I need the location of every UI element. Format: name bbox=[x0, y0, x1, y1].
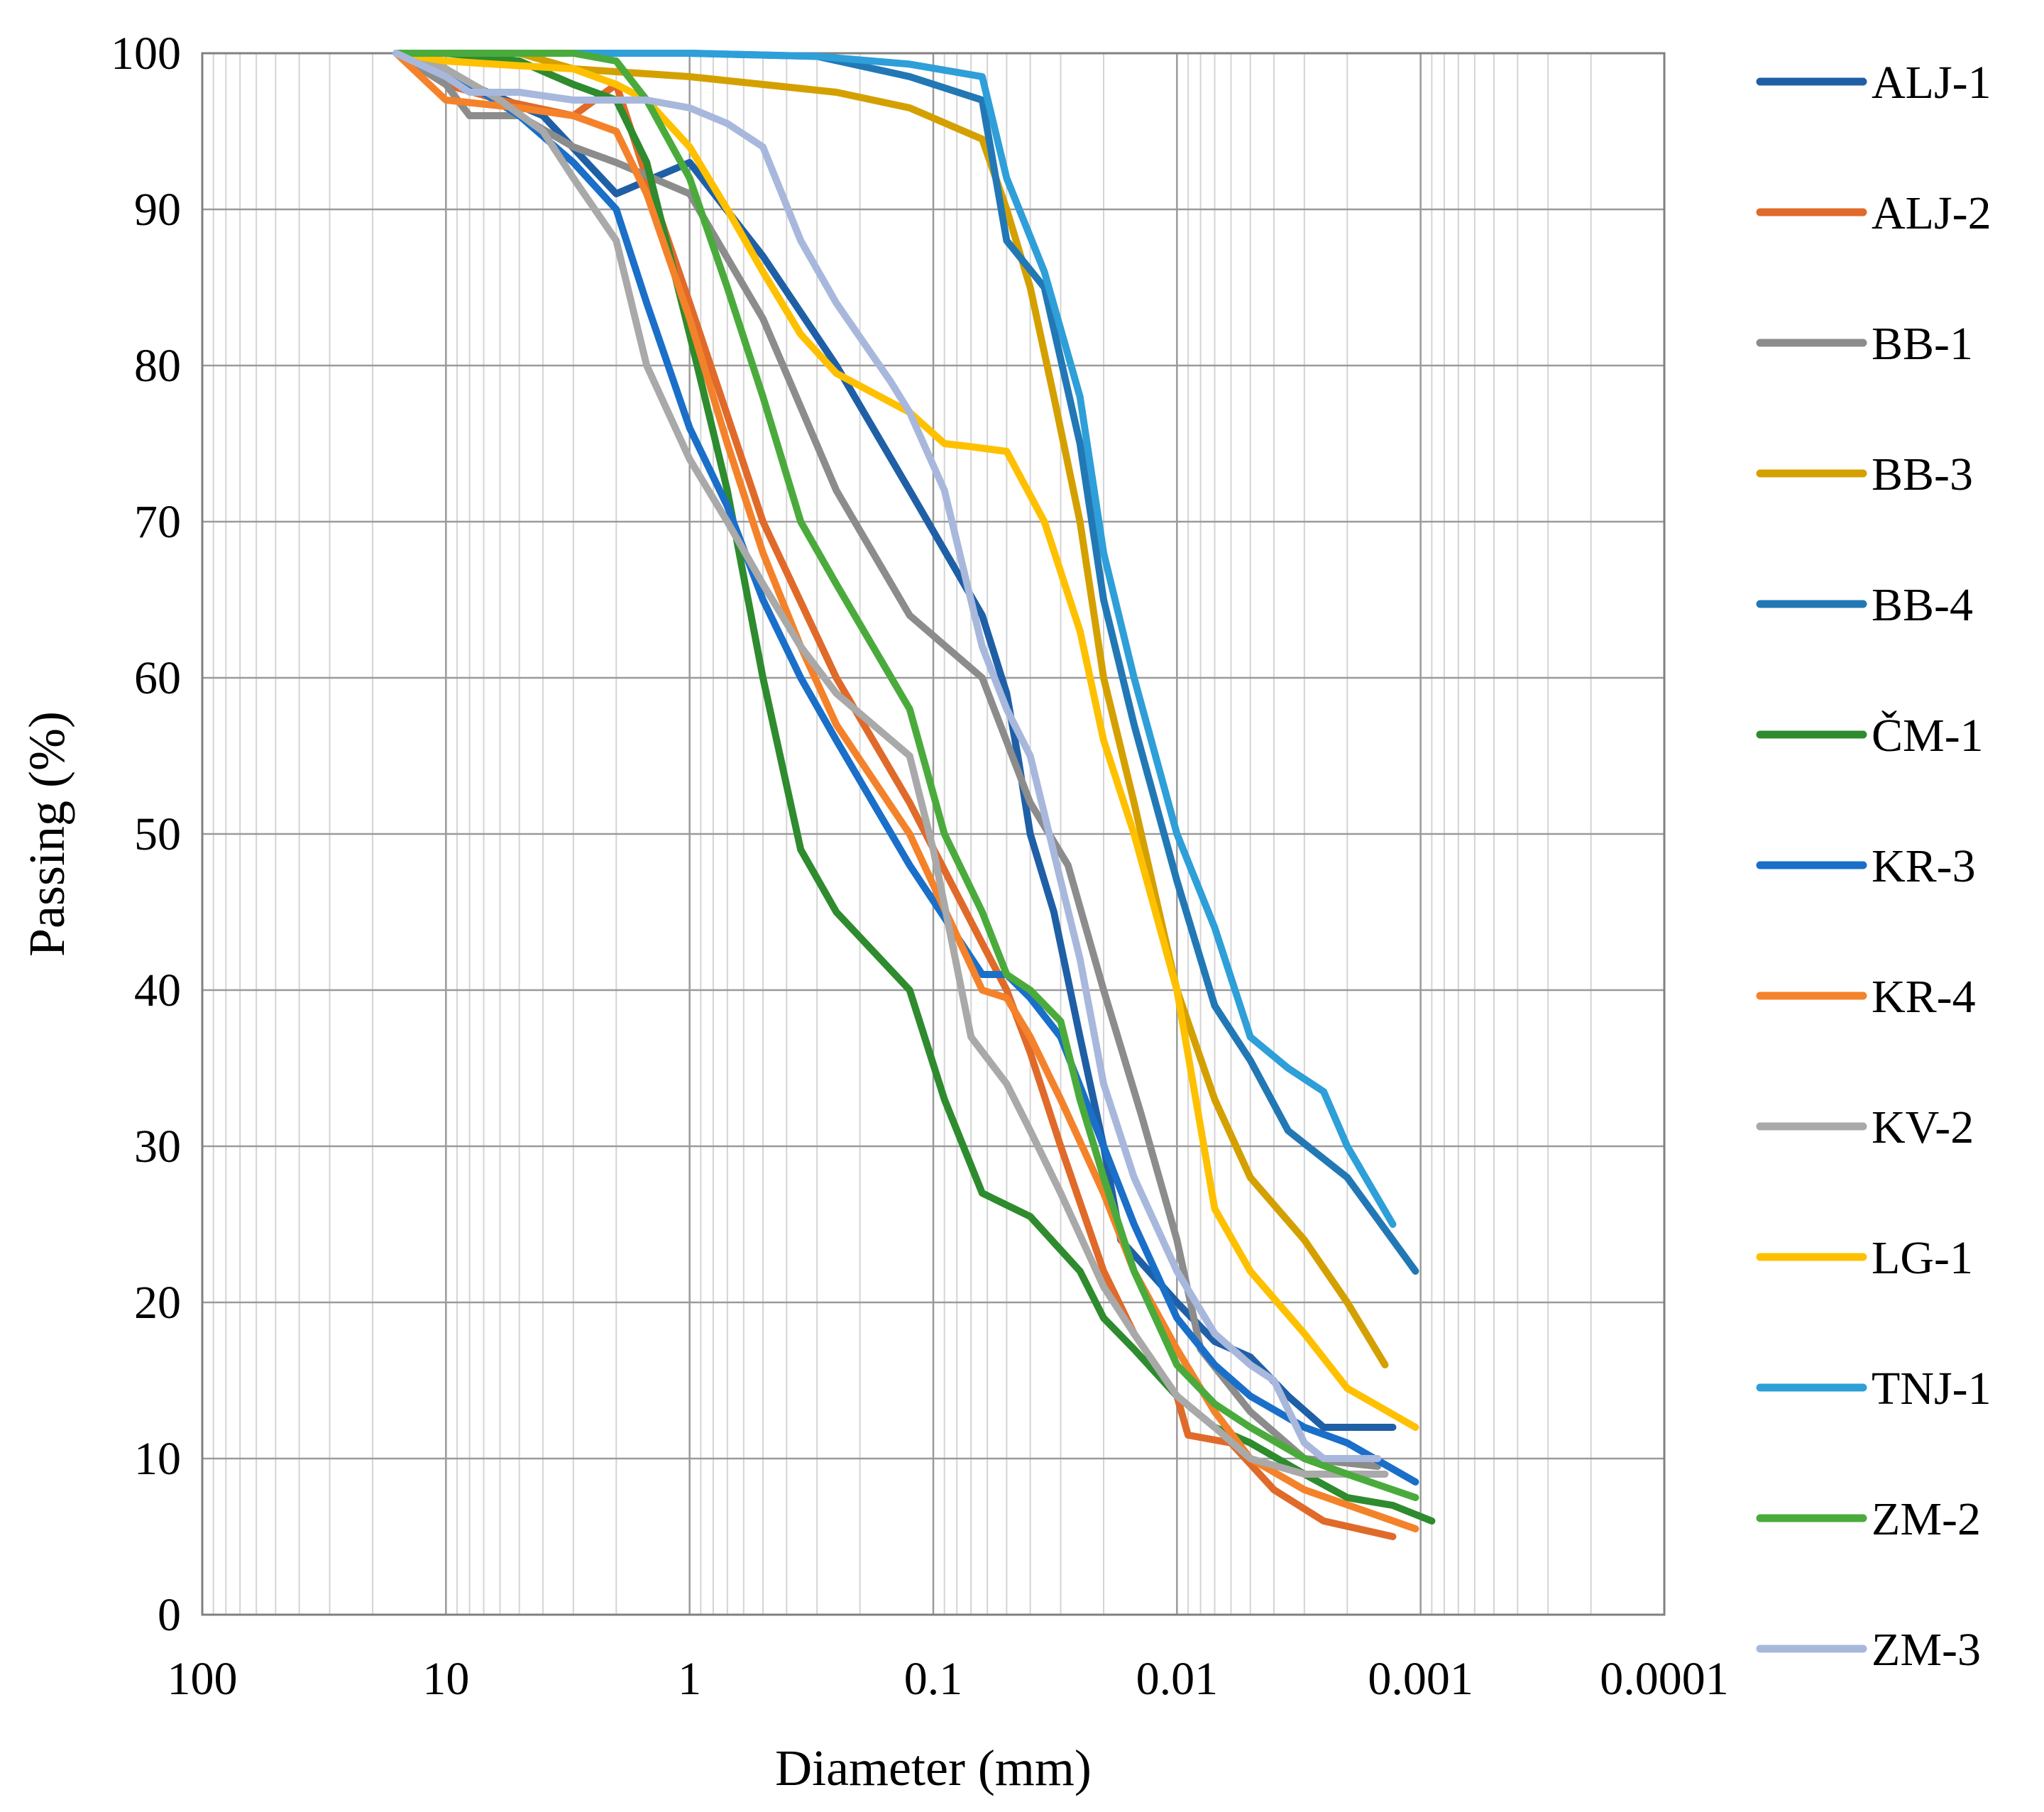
series-line-tnj-1 bbox=[392, 50, 1397, 1228]
y-axis-title: Passing (%) bbox=[18, 711, 75, 957]
legend-item-bb-4: BB-4 bbox=[1756, 579, 1973, 631]
legend-label: ALJ-2 bbox=[1872, 187, 1991, 239]
legend-label: LG-1 bbox=[1872, 1232, 1973, 1284]
series-line-kr-4 bbox=[392, 50, 1419, 1532]
y-tick-label: 60 bbox=[134, 652, 181, 704]
x-tick-label: 0.001 bbox=[1368, 1653, 1473, 1705]
legend-label: ZM-3 bbox=[1872, 1624, 1981, 1676]
legend-label: BB-1 bbox=[1872, 318, 1973, 370]
x-tick-label: 100 bbox=[167, 1653, 238, 1705]
legend-label: ALJ-1 bbox=[1872, 57, 1991, 109]
y-tick-label: 20 bbox=[134, 1277, 181, 1329]
y-tick-label: 40 bbox=[134, 965, 181, 1016]
legend-item-zm-2: ZM-2 bbox=[1756, 1493, 1981, 1545]
legend-label: BB-4 bbox=[1872, 579, 1973, 631]
x-tick-label: 0.0001 bbox=[1600, 1653, 1729, 1705]
x-axis-title: Diameter (mm) bbox=[775, 1740, 1092, 1796]
y-axis-tick-labels: 0 10 20 30 40 50 60 70 80 90 100 bbox=[111, 28, 181, 1641]
legend-item-kr-3: KR-3 bbox=[1756, 840, 1976, 892]
x-tick-label: 0.1 bbox=[904, 1653, 963, 1705]
y-tick-label: 30 bbox=[134, 1121, 181, 1173]
legend-label: BB-3 bbox=[1872, 449, 1973, 500]
y-tick-label: 70 bbox=[134, 496, 181, 548]
x-tick-label: 10 bbox=[422, 1653, 469, 1705]
series-line-zm-2 bbox=[392, 50, 1419, 1501]
legend-item-alj-1: ALJ-1 bbox=[1756, 57, 1991, 109]
legend: ALJ-1 ALJ-2 BB-1 BB-3 BB-4 ČM-1 KR-3 KR-4 KV-2 LG… bbox=[1756, 57, 1991, 1676]
y-tick-label: 50 bbox=[134, 808, 181, 860]
legend-item-kr-4: KR-4 bbox=[1756, 971, 1976, 1023]
y-tick-label: 0 bbox=[158, 1589, 181, 1641]
legend-item-lg-1: LG-1 bbox=[1756, 1232, 1973, 1284]
legend-label: KR-3 bbox=[1872, 840, 1976, 892]
y-tick-label: 80 bbox=[134, 340, 181, 392]
legend-item-čm-1: ČM-1 bbox=[1756, 710, 1984, 762]
legend-item-bb-3: BB-3 bbox=[1756, 449, 1973, 500]
legend-item-tnj-1: TNJ-1 bbox=[1756, 1363, 1991, 1415]
series-line-bb-3 bbox=[392, 50, 1389, 1368]
legend-label: TNJ-1 bbox=[1872, 1363, 1991, 1415]
legend-label: ČM-1 bbox=[1872, 710, 1984, 762]
legend-item-bb-1: BB-1 bbox=[1756, 318, 1973, 370]
x-tick-label: 1 bbox=[678, 1653, 701, 1705]
series-line-kv-2 bbox=[392, 50, 1389, 1478]
legend-label: ZM-2 bbox=[1872, 1493, 1981, 1545]
series-line-zm-3 bbox=[392, 50, 1382, 1462]
y-tick-label: 10 bbox=[134, 1433, 181, 1485]
y-tick-label: 100 bbox=[111, 28, 181, 79]
series-lines bbox=[392, 50, 1436, 1540]
plot-area-frame bbox=[201, 52, 1666, 1616]
legend-label: KR-4 bbox=[1872, 971, 1976, 1023]
x-axis-tick-labels: 100 10 1 0.1 0.01 0.001 0.0001 bbox=[167, 1653, 1729, 1705]
x-tick-label: 0.01 bbox=[1136, 1653, 1219, 1705]
legend-label: KV-2 bbox=[1872, 1102, 1974, 1153]
y-tick-label: 90 bbox=[134, 184, 181, 236]
legend-item-zm-3: ZM-3 bbox=[1756, 1624, 1981, 1676]
legend-item-kv-2: KV-2 bbox=[1756, 1102, 1974, 1153]
legend-item-alj-2: ALJ-2 bbox=[1756, 187, 1991, 239]
series-line-lg-1 bbox=[392, 50, 1419, 1431]
